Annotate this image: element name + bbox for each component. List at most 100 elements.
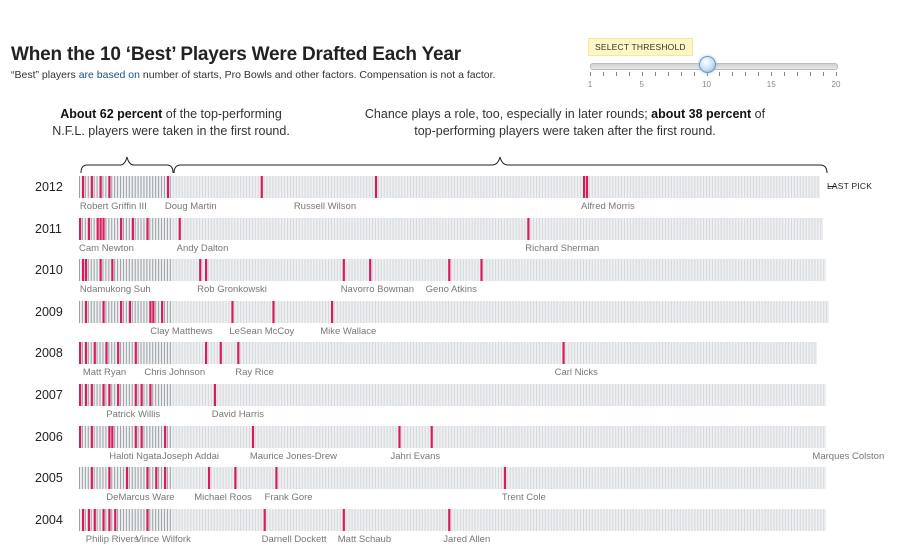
best-pick-mark[interactable]	[234, 467, 237, 490]
best-pick-mark[interactable]	[87, 508, 90, 531]
best-pick-mark[interactable]	[204, 342, 208, 365]
best-pick-mark[interactable]	[178, 217, 181, 240]
pick-mark	[410, 217, 412, 240]
best-pick-mark[interactable]	[111, 259, 114, 282]
best-pick-mark[interactable]	[585, 176, 589, 198]
best-pick-mark[interactable]	[582, 176, 586, 198]
best-pick-mark[interactable]	[125, 467, 129, 490]
best-pick-mark[interactable]	[90, 384, 93, 406]
pick-mark	[175, 176, 177, 198]
best-pick-mark[interactable]	[108, 425, 111, 448]
best-pick-mark[interactable]	[134, 342, 137, 365]
best-pick-mark[interactable]	[102, 300, 105, 323]
best-pick-mark[interactable]	[374, 176, 378, 198]
best-pick-mark[interactable]	[207, 467, 211, 490]
best-pick-mark[interactable]	[275, 467, 278, 490]
best-pick-mark[interactable]	[84, 342, 88, 365]
best-pick-mark[interactable]	[79, 217, 82, 240]
best-pick-mark[interactable]	[87, 217, 90, 240]
best-pick-mark[interactable]	[163, 467, 167, 490]
best-pick-mark[interactable]	[146, 217, 149, 240]
best-pick-mark[interactable]	[81, 259, 85, 282]
best-pick-mark[interactable]	[108, 508, 111, 531]
best-pick-mark[interactable]	[93, 342, 96, 365]
best-pick-mark[interactable]	[448, 259, 451, 282]
best-pick-mark[interactable]	[260, 176, 263, 198]
best-pick-mark[interactable]	[114, 508, 117, 531]
best-pick-mark[interactable]	[398, 425, 401, 448]
best-pick-mark[interactable]	[237, 342, 240, 365]
best-pick-mark[interactable]	[84, 259, 88, 282]
pick-mark	[486, 342, 488, 365]
best-pick-mark[interactable]	[79, 342, 82, 365]
best-pick-mark[interactable]	[149, 300, 152, 323]
best-pick-mark[interactable]	[204, 259, 208, 282]
best-pick-mark[interactable]	[81, 508, 85, 531]
best-pick-mark[interactable]	[527, 217, 530, 240]
pick-mark	[492, 217, 494, 240]
slider-thumb[interactable]	[698, 56, 716, 73]
best-pick-mark[interactable]	[166, 176, 170, 198]
best-pick-mark[interactable]	[140, 425, 143, 448]
best-pick-mark[interactable]	[108, 384, 111, 406]
best-pick-mark[interactable]	[111, 425, 114, 448]
best-pick-mark[interactable]	[161, 300, 164, 323]
best-pick-mark[interactable]	[272, 300, 275, 323]
best-pick-mark[interactable]	[96, 217, 99, 240]
best-pick-mark[interactable]	[562, 342, 565, 365]
pick-mark	[694, 342, 696, 365]
best-pick-mark[interactable]	[231, 300, 234, 323]
best-pick-mark[interactable]	[79, 384, 82, 406]
best-pick-mark[interactable]	[120, 217, 123, 240]
best-pick-mark[interactable]	[99, 259, 102, 282]
best-pick-mark[interactable]	[342, 508, 345, 531]
best-pick-mark[interactable]	[84, 300, 88, 323]
best-pick-mark[interactable]	[503, 467, 507, 490]
subtitle-link[interactable]: are based on	[78, 69, 140, 81]
best-pick-mark[interactable]	[79, 425, 82, 448]
best-pick-mark[interactable]	[102, 508, 105, 531]
best-pick-mark[interactable]	[155, 467, 158, 490]
best-pick-mark[interactable]	[146, 508, 149, 531]
best-pick-mark[interactable]	[251, 425, 255, 448]
best-pick-mark[interactable]	[342, 259, 345, 282]
best-pick-mark[interactable]	[369, 259, 372, 282]
best-pick-mark[interactable]	[102, 384, 105, 406]
best-pick-mark[interactable]	[117, 384, 120, 406]
best-pick-mark[interactable]	[219, 342, 222, 365]
best-pick-mark[interactable]	[131, 217, 134, 240]
best-pick-mark[interactable]	[213, 384, 216, 406]
best-pick-mark[interactable]	[90, 176, 93, 198]
best-pick-mark[interactable]	[84, 384, 88, 406]
best-pick-mark[interactable]	[93, 508, 96, 531]
best-pick-mark[interactable]	[108, 467, 111, 490]
pick-mark	[310, 217, 312, 240]
best-pick-mark[interactable]	[430, 425, 433, 448]
best-pick-mark[interactable]	[90, 425, 93, 448]
best-pick-mark[interactable]	[102, 217, 105, 240]
best-pick-mark[interactable]	[263, 508, 266, 531]
best-pick-mark[interactable]	[152, 300, 155, 323]
best-pick-mark[interactable]	[108, 176, 111, 198]
best-pick-mark[interactable]	[99, 217, 102, 240]
best-pick-mark[interactable]	[149, 384, 152, 406]
best-pick-mark[interactable]	[120, 300, 123, 323]
best-pick-mark[interactable]	[99, 176, 102, 198]
best-pick-mark[interactable]	[134, 425, 137, 448]
best-pick-mark[interactable]	[480, 259, 483, 282]
best-pick-mark[interactable]	[330, 300, 334, 323]
best-pick-mark[interactable]	[140, 384, 143, 406]
best-pick-mark[interactable]	[81, 176, 85, 198]
best-pick-mark[interactable]	[128, 300, 132, 323]
best-pick-mark[interactable]	[90, 467, 93, 490]
best-pick-mark[interactable]	[146, 467, 149, 490]
best-pick-mark[interactable]	[117, 342, 120, 365]
year-label: 2008	[35, 346, 63, 361]
best-pick-mark[interactable]	[199, 259, 202, 282]
best-pick-mark[interactable]	[163, 425, 167, 448]
pick-mark	[691, 508, 693, 531]
best-pick-mark[interactable]	[134, 384, 137, 406]
threshold-slider[interactable]: 1 5 10 15 20	[588, 56, 840, 89]
best-pick-mark[interactable]	[448, 508, 451, 531]
best-pick-mark[interactable]	[105, 342, 108, 365]
